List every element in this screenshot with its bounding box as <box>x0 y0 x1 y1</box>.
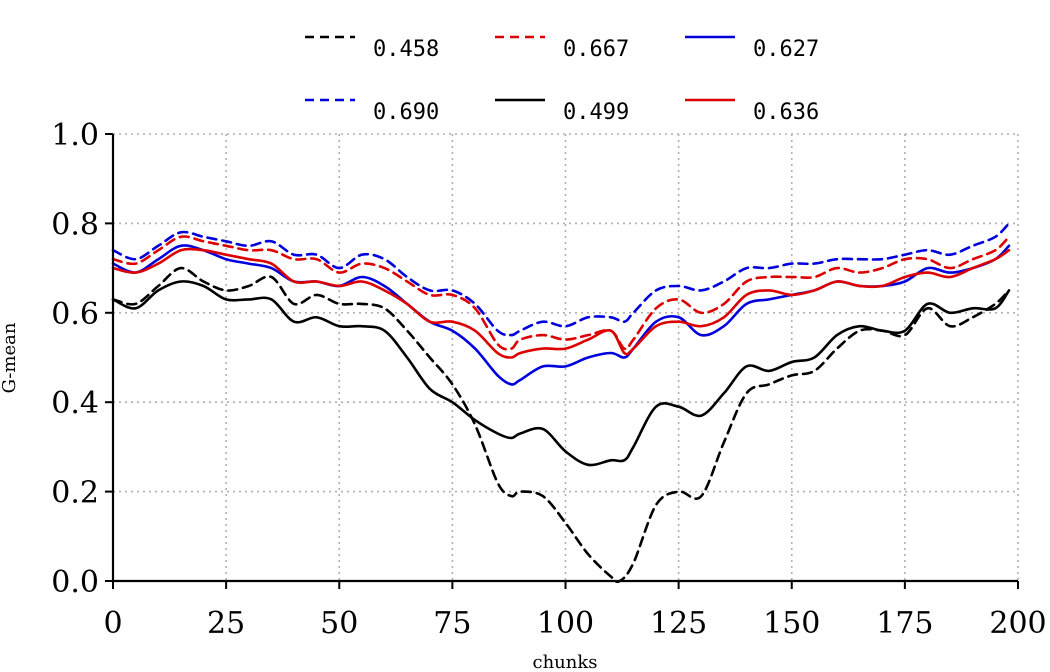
axes <box>105 133 1019 589</box>
grid <box>113 133 1019 581</box>
x-tick-label: 100 <box>537 606 594 641</box>
series-line-3 <box>111 244 1011 386</box>
legend-label: 0.667 <box>563 37 629 62</box>
legend: 0.458 0.667 0.627 0.690 0.499 0.636 <box>305 35 819 125</box>
legend-label: 0.499 <box>563 100 629 125</box>
x-tick-label: 0 <box>103 606 122 641</box>
x-tick-label: 25 <box>207 606 245 641</box>
y-tick-label: 0.4 <box>51 386 99 421</box>
x-axis-title: chunks <box>532 652 597 672</box>
series-lines <box>111 222 1011 584</box>
y-tick-label: 1.0 <box>51 118 99 153</box>
legend-entry: 0.636 <box>685 98 819 125</box>
legend-entry: 0.627 <box>685 35 819 62</box>
legend-entry: 0.499 <box>495 98 629 125</box>
x-tick-label: 200 <box>989 606 1046 641</box>
x-tick-label: 125 <box>650 606 707 641</box>
y-tick-label: 0.8 <box>51 207 99 242</box>
y-axis-title: G-mean <box>0 322 20 393</box>
legend-entry: 0.458 <box>305 35 439 62</box>
series-line-6 <box>111 247 1011 359</box>
x-tick-label: 175 <box>876 606 933 641</box>
y-tick-label: 0.6 <box>51 297 99 332</box>
legend-label: 0.627 <box>753 37 819 62</box>
y-tick-label: 0.2 <box>51 476 99 511</box>
legend-entry: 0.690 <box>305 98 439 125</box>
series-line-5 <box>111 280 1011 467</box>
legend-label: 0.636 <box>753 100 819 125</box>
legend-entry: 0.667 <box>495 35 629 62</box>
x-tick-label: 75 <box>433 606 471 641</box>
legend-label: 0.690 <box>373 100 439 125</box>
y-tick-label: 0.0 <box>51 565 99 600</box>
x-tick-label: 50 <box>320 606 358 641</box>
series-line-4 <box>111 222 1011 337</box>
tick-labels: 0 25 50 75 100 125 150 175 200 0.0 0.2 0.4 0.6 0.8 1.0 <box>51 118 1046 641</box>
x-tick-label: 150 <box>763 606 820 641</box>
series-line-2 <box>111 235 1011 351</box>
series-line-1 <box>111 266 1011 584</box>
legend-label: 0.458 <box>373 37 439 62</box>
